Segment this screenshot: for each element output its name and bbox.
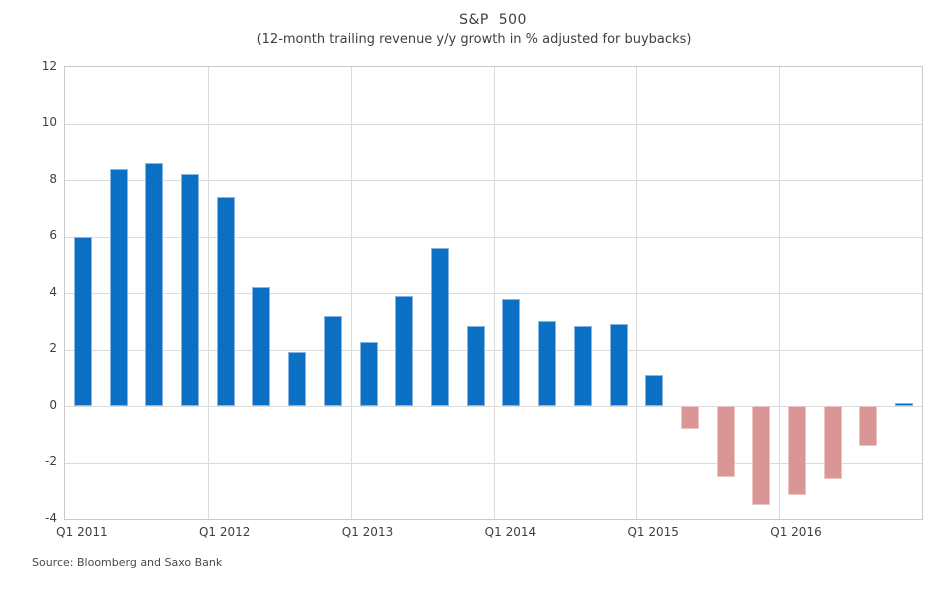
bar-q3-2013 (430, 247, 449, 406)
x-axis-label-q1-2014: Q1 2014 (484, 525, 537, 539)
v-gridline-q1-2016 (779, 67, 781, 519)
bar-q4-2016 (895, 403, 914, 406)
bar-q3-2011 (145, 163, 164, 406)
bar-q2-2014 (538, 321, 557, 407)
bar-q3-2014 (573, 325, 592, 406)
bar-q2-2016 (823, 406, 842, 480)
bar-q1-2015 (645, 374, 664, 406)
bar-q4-2014 (609, 324, 628, 406)
bar-q2-2011 (109, 168, 128, 406)
x-axis-label-q1-2016: Q1 2016 (770, 525, 822, 539)
bar-q1-2016 (788, 406, 806, 495)
bar-q4-2011 (181, 174, 199, 406)
v-gridline-q1-2013 (350, 67, 352, 519)
x-axis-label-q1-2012: Q1 2012 (198, 525, 251, 539)
bar-q4-2015 (752, 406, 771, 505)
bar-q1-2012 (216, 196, 235, 406)
source-note: Source: Bloomberg and Saxo Bank (32, 556, 223, 569)
y-axis-label-2: 2 (49, 341, 57, 355)
x-axis-label-q1-2013: Q1 2013 (341, 525, 394, 539)
y-axis-label--4: -4 (45, 510, 57, 525)
bar-q3-2016 (859, 406, 878, 446)
y-axis-label-6: 6 (49, 228, 57, 242)
bar-q2-2012 (252, 287, 271, 406)
y-axis-label-4: 4 (49, 284, 57, 299)
x-axis-label-q1-2011: Q1 2011 (56, 525, 108, 539)
chart-title: S&P 500 (459, 12, 527, 28)
bar-q1-2014 (502, 298, 521, 406)
bar-q1-2011 (73, 236, 92, 406)
y-axis-label-0: 0 (49, 397, 57, 412)
bar-q4-2013 (466, 325, 485, 406)
y-axis-label--2: -2 (45, 454, 57, 468)
bar-q3-2012 (288, 352, 307, 406)
x-axis-label-q1-2015: Q1 2015 (627, 525, 679, 539)
y-axis-label-10: 10 (41, 115, 57, 129)
bar-q2-2013 (395, 295, 414, 406)
v-gridline-q1-2012 (207, 67, 209, 519)
bar-q4-2012 (323, 315, 342, 406)
bar-q2-2015 (680, 406, 699, 429)
y-axis-label-12: 12 (41, 58, 57, 73)
v-gridline-q1-2014 (493, 67, 495, 519)
plot-area (64, 66, 923, 520)
v-gridline-q1-2015 (636, 67, 638, 519)
bar-q3-2015 (716, 406, 735, 477)
y-axis-label-8: 8 (49, 171, 57, 186)
bar-q1-2013 (359, 342, 378, 406)
chart-subtitle: (12-month trailing revenue y/y growth in… (256, 32, 692, 47)
